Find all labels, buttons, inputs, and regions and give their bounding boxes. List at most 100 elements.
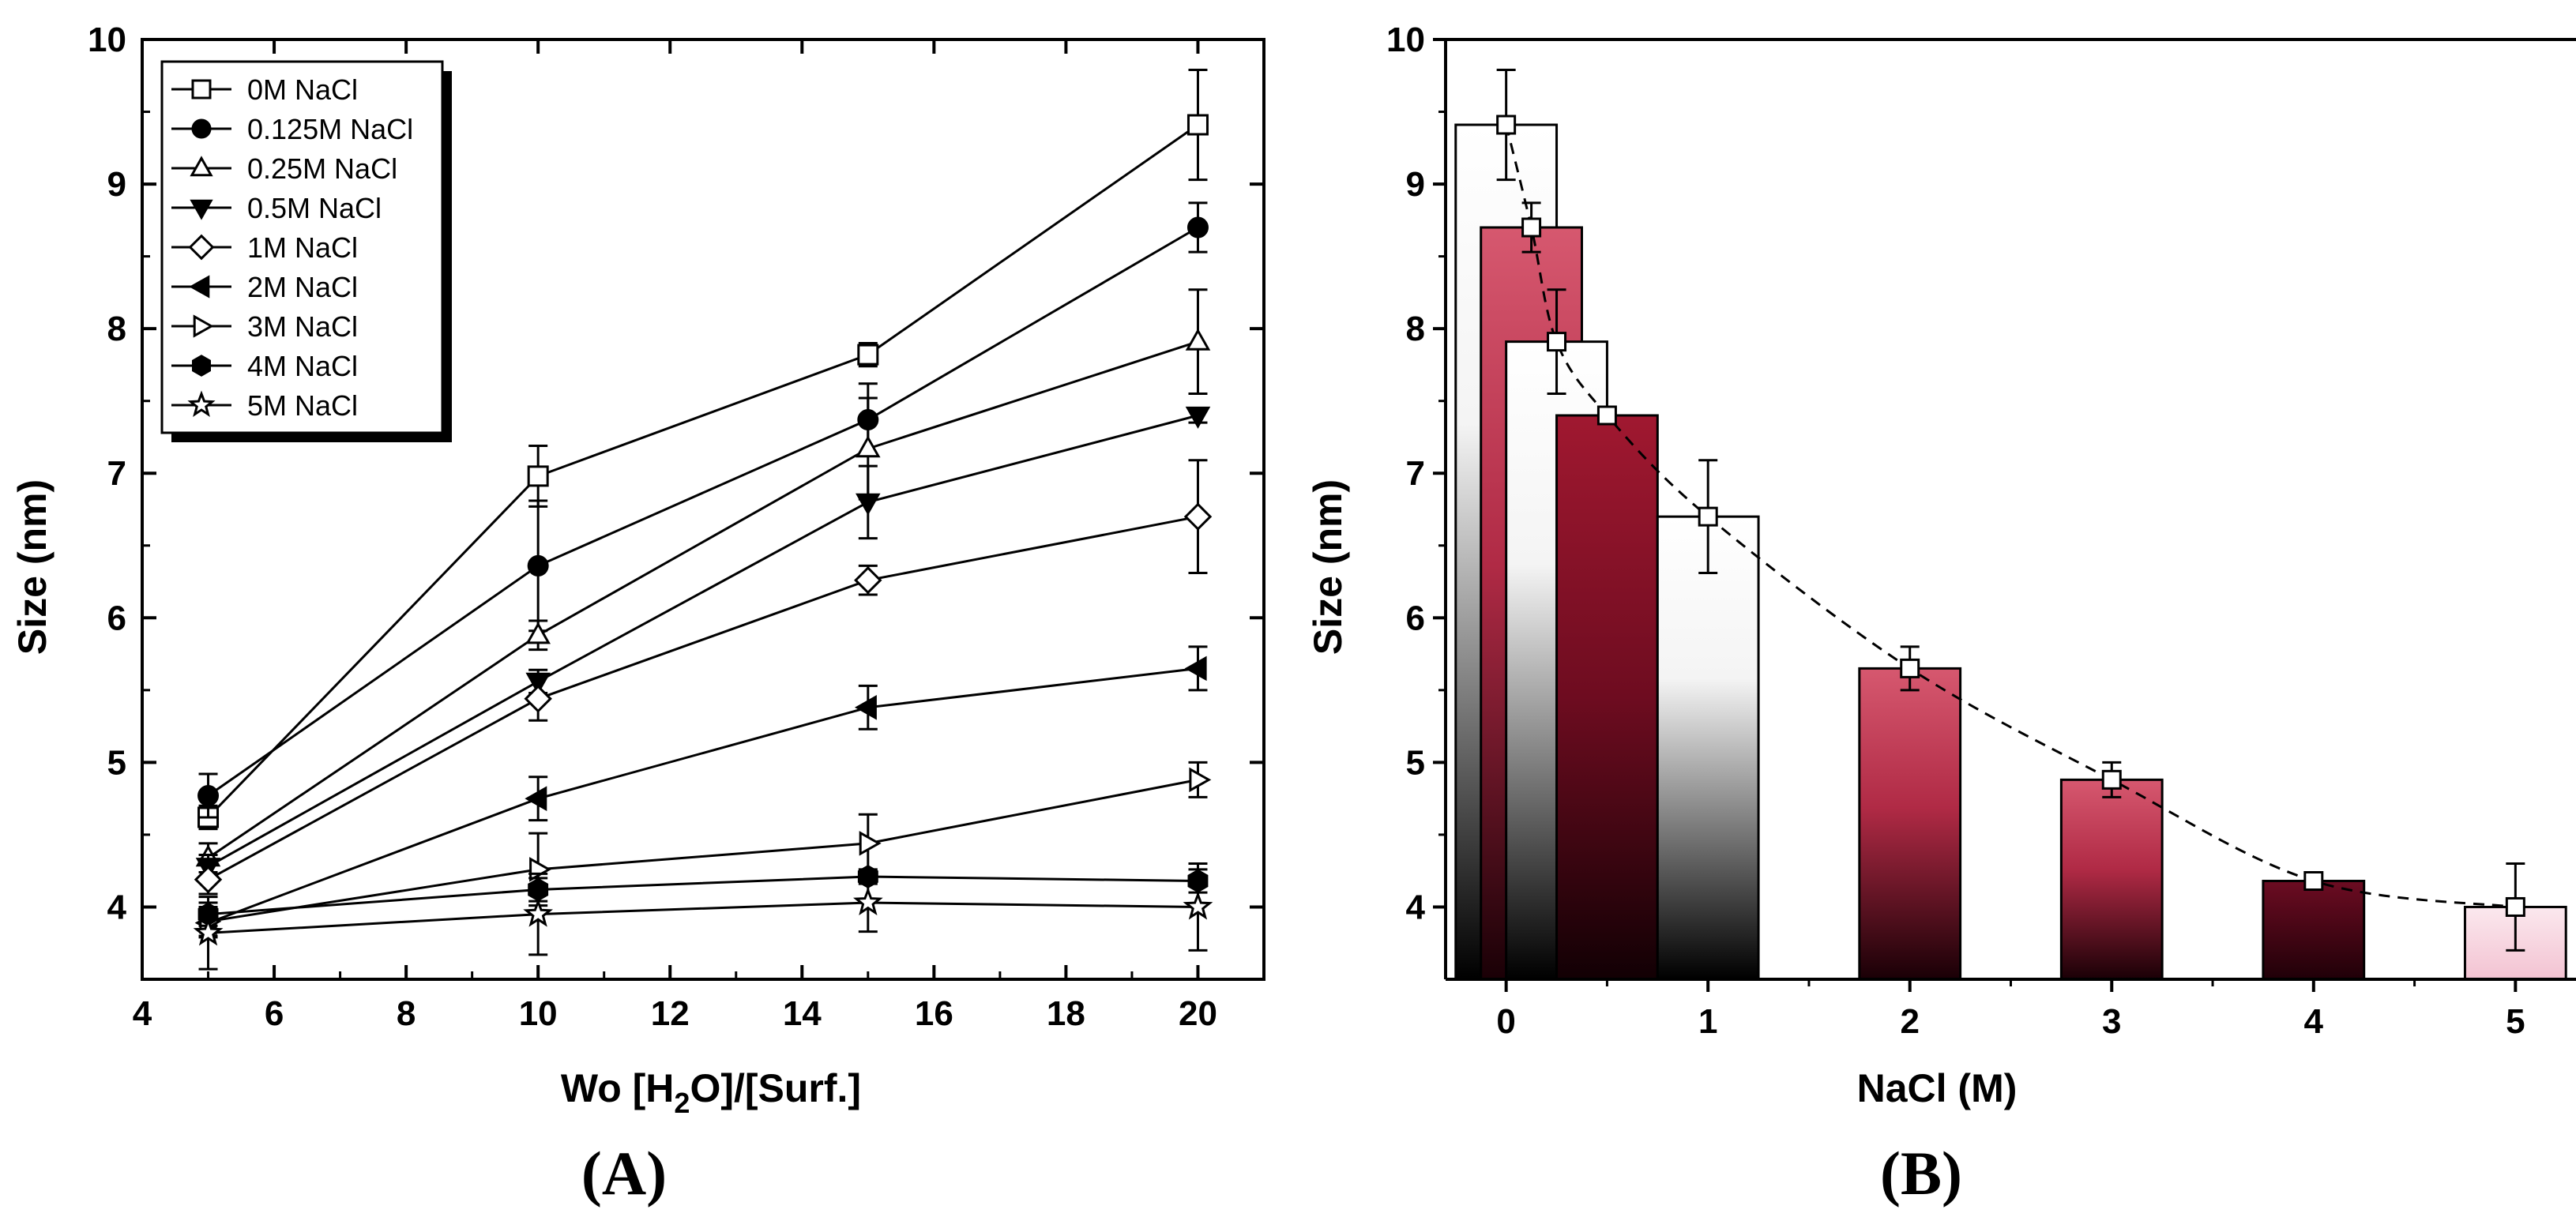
legend-marker <box>191 79 212 100</box>
trend-point <box>1496 115 1517 135</box>
panel-a-ytick-label: 10 <box>88 21 126 59</box>
panel-b-label: (B) <box>1880 1139 1962 1208</box>
panel-a-ytick-label: 6 <box>107 599 126 637</box>
panel-a-legend: 0M NaCl 0.125M NaCl 0.25M NaCl 0.5M NaCl 1M … <box>160 60 452 442</box>
trend-point <box>1521 217 1542 238</box>
panel-a-chart: 4 6 8 10 12 14 16 18 20 4 5 6 7 8 9 10 0M NaCl 0.125M Na… <box>10 21 1265 1208</box>
trend-point <box>1596 405 1617 426</box>
series-line <box>208 901 1198 934</box>
panel-a-series-6 <box>194 645 1208 939</box>
panel-a-xtick-label: 12 <box>651 994 690 1033</box>
panel-b-trend <box>1496 68 2525 952</box>
data-point <box>856 493 881 516</box>
trend-point <box>2303 871 2324 892</box>
trend-point <box>2505 896 2525 917</box>
data-point <box>1189 767 1212 793</box>
trend-line <box>1505 124 2516 908</box>
trend-point <box>1547 332 1567 352</box>
legend-entry: 0.5M NaCl <box>171 192 382 224</box>
legend-label: 2M NaCl <box>247 271 358 303</box>
data-point <box>856 435 881 458</box>
panel-b-xtick-label: 0 <box>1496 1002 1515 1041</box>
data-point <box>1183 502 1213 531</box>
data-point <box>193 917 224 946</box>
panel-a-ytick-label: 7 <box>107 454 126 493</box>
legend-label: 0.25M NaCl <box>247 152 397 185</box>
data-point <box>527 465 549 487</box>
legend-entry: 2M NaCl <box>171 271 358 303</box>
legend-entry: 0.125M NaCl <box>171 113 413 145</box>
panel-a-xlabel: Wo [H2O]/[Surf.] <box>561 1066 861 1119</box>
series-line <box>207 515 1198 881</box>
series-line <box>207 123 1199 819</box>
data-point <box>524 685 552 713</box>
data-point <box>1186 216 1209 239</box>
panel-b-xtick-label: 3 <box>2102 1002 2121 1041</box>
panel-b-ytick-label: 6 <box>1406 599 1425 637</box>
series-line <box>207 340 1198 859</box>
panel-a-xtick-label: 20 <box>1179 994 1217 1033</box>
legend-entry: 4M NaCl <box>171 350 358 382</box>
legend-marker <box>188 234 215 261</box>
legend-label: 5M NaCl <box>247 389 358 422</box>
trend-point <box>2101 769 2122 790</box>
legend-entry: 0.25M NaCl <box>171 152 397 185</box>
data-point <box>1186 114 1209 136</box>
panel-b-ytick-label: 5 <box>1406 743 1425 782</box>
legend-marker <box>190 199 213 220</box>
panel-a-label: (A) <box>581 1139 667 1208</box>
data-point <box>1185 328 1211 351</box>
bar-4 <box>1555 414 1659 981</box>
panel-a-series-7 <box>198 761 1212 937</box>
data-point <box>529 857 552 882</box>
legend-label: 0.125M NaCl <box>247 113 413 145</box>
legend-entry: 1M NaCl <box>171 231 358 264</box>
legend-marker <box>189 275 210 299</box>
panel-b-ytick-label: 7 <box>1406 454 1425 493</box>
data-point <box>857 344 879 366</box>
panel-b-xtick-label: 2 <box>1900 1002 1919 1041</box>
panel-b-ytick-label: 10 <box>1386 21 1425 59</box>
legend-label: 0.5M NaCl <box>247 192 382 224</box>
panel-a-xtick-label: 16 <box>915 994 953 1033</box>
panel-a-ylabel: Size (nm) <box>10 479 55 655</box>
legend-entry: 0M NaCl <box>171 73 358 106</box>
panel-a-series-8 <box>197 865 1209 927</box>
data-point <box>1185 406 1211 429</box>
legend-label: 3M NaCl <box>247 310 358 343</box>
series-line <box>207 414 1198 868</box>
legend-label: 4M NaCl <box>247 350 358 382</box>
series-line <box>207 226 1199 797</box>
bar-7 <box>2059 778 2164 981</box>
data-point <box>1184 655 1207 682</box>
panel-a-series-9 <box>193 862 1213 971</box>
panel-a-xtick-label: 8 <box>397 994 416 1033</box>
legend-marker <box>192 355 211 377</box>
bar-6 <box>1858 667 1962 981</box>
panel-b-ytick-label: 8 <box>1406 310 1425 348</box>
data-point <box>852 887 883 916</box>
panel-a-ytick-label: 9 <box>107 165 126 204</box>
trend-point <box>1900 658 1920 678</box>
data-point <box>1183 891 1213 920</box>
panel-a-xtick-label: 6 <box>265 994 284 1033</box>
data-point <box>194 865 223 894</box>
panel-b-xtick-label: 1 <box>1698 1002 1717 1041</box>
trend-point <box>1698 506 1718 527</box>
data-point <box>197 784 220 806</box>
legend-marker <box>190 156 213 177</box>
bar-5 <box>1656 515 1760 981</box>
legend-marker <box>191 118 212 139</box>
panel-b-chart: 0 1 2 3 4 5 4 5 6 7 8 9 10 Size (nm) NaCl (M) (B) <box>1306 21 2576 1208</box>
panel-a-ytick-label: 8 <box>107 310 126 348</box>
panel-a-series-5 <box>194 459 1213 896</box>
data-point <box>525 786 547 811</box>
data-point <box>525 622 551 644</box>
panel-b-xtick-label: 4 <box>2304 1002 2324 1041</box>
panel-a-xtick-label: 14 <box>783 994 822 1033</box>
panel-a-series <box>193 68 1213 971</box>
legend-label: 1M NaCl <box>247 231 358 264</box>
series-line <box>208 875 1198 916</box>
legend-entry: 5M NaCl <box>171 389 358 422</box>
panel-a-xtick-label: 18 <box>1047 994 1085 1033</box>
